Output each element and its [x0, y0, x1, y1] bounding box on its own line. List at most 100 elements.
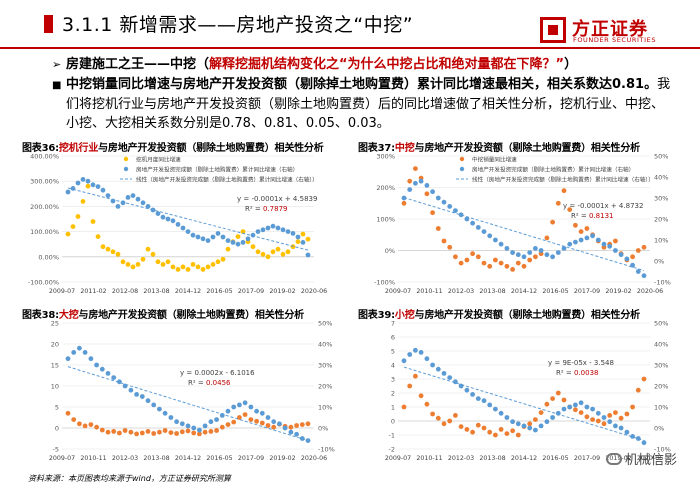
x-tick-label: 2012-03 — [448, 455, 474, 462]
data-point — [265, 225, 271, 231]
data-point — [162, 428, 168, 433]
data-point — [225, 238, 231, 243]
data-point — [424, 356, 430, 362]
r-squared-value: 0.0456 — [206, 379, 231, 387]
y2-tick-label: 20% — [318, 383, 332, 391]
watermark: 机械信影 — [606, 449, 677, 468]
data-point — [300, 240, 306, 245]
data-point — [260, 251, 266, 257]
data-point — [214, 417, 220, 422]
data-point — [493, 406, 498, 412]
data-point — [487, 429, 493, 435]
data-point — [441, 421, 447, 427]
data-point — [150, 251, 156, 257]
data-point — [613, 423, 618, 429]
data-point — [413, 180, 418, 186]
data-point — [493, 432, 498, 438]
data-point — [544, 252, 550, 258]
data-point — [618, 252, 624, 258]
data-point — [464, 427, 470, 432]
data-point — [110, 249, 116, 255]
x-tick-label: 2012-03 — [448, 288, 474, 295]
data-point — [100, 187, 106, 193]
data-point — [174, 419, 180, 425]
data-point — [151, 402, 157, 408]
legend-label: 线性（房地产开发投资完成额（剔除土地购置费）累计同比增速（右轴）） — [136, 176, 318, 184]
data-point — [521, 423, 527, 429]
data-point — [254, 418, 259, 424]
x-tick-label: 2017-09 — [238, 455, 264, 462]
data-point — [601, 415, 607, 420]
legend-label: 房地产开发投资完成额（剔除土地购置费）累计同比增速（右轴） — [472, 166, 634, 174]
chart-37: 300% 200% 100% 0% -100% 50% 40% 30% 20% 10% 0% -10%… — [358, 150, 680, 300]
data-point — [95, 184, 101, 189]
legend-marker — [123, 166, 129, 172]
data-point — [225, 408, 231, 414]
data-point — [533, 417, 538, 422]
data-point — [208, 419, 214, 425]
y2-tick-label: 50% — [654, 153, 668, 161]
y2-tick-label: 20% — [654, 383, 668, 391]
data-point — [259, 420, 265, 426]
data-point — [115, 251, 121, 257]
data-point — [435, 195, 441, 201]
data-point — [447, 418, 453, 424]
data-point — [77, 421, 82, 427]
data-point — [305, 421, 311, 427]
data-point — [197, 427, 202, 433]
data-point — [231, 419, 237, 425]
chart-svg: 300% 200% 100% 0% -100% 50% 40% 30% 20% 10% 0% -10%… — [374, 153, 671, 296]
chart-38-title-em: 大挖 — [58, 310, 79, 321]
data-point — [260, 227, 266, 233]
y-tick-label: 10 — [51, 383, 59, 391]
data-point — [65, 410, 71, 416]
data-point — [550, 219, 555, 225]
r-squared-label: R² = — [556, 369, 574, 377]
x-tick-label: 2013-08 — [479, 455, 505, 462]
x-tick-label: 2020-06 — [637, 455, 663, 462]
data-point — [641, 273, 647, 279]
bullet-2-lead: 中挖销量同比增速与房地产开发投资额（剔除掉土地购置费）累计同比增速最相关，相关系… — [66, 77, 658, 92]
data-point — [190, 232, 196, 238]
data-point — [618, 425, 624, 431]
data-point — [418, 178, 424, 184]
trend-line — [67, 366, 309, 442]
data-point — [248, 404, 254, 410]
data-point — [561, 406, 567, 412]
r-squared-value: 0.8131 — [589, 212, 614, 220]
data-point — [498, 427, 504, 432]
x-tick-label: 2016-05 — [206, 455, 232, 462]
data-point — [285, 229, 291, 234]
data-point — [245, 236, 251, 242]
arrow-bullet-icon: ➢ — [52, 58, 62, 71]
data-point — [197, 431, 202, 437]
page-title: 3.1.1 新增需求——房地产投资之“中挖” — [62, 14, 414, 36]
data-point — [71, 350, 77, 355]
data-point — [174, 431, 180, 436]
y2-tick-label: 30% — [654, 362, 668, 370]
data-point — [90, 219, 96, 224]
data-point — [88, 422, 94, 427]
data-point — [527, 421, 533, 427]
x-tick-label: 2016-05 — [542, 455, 568, 462]
data-point — [584, 226, 590, 231]
data-point — [214, 428, 220, 433]
data-point — [168, 430, 174, 435]
chart-38-title: 图表38:大挖与房地产开发投资额（剔除土地购置费）相关性分析 — [22, 306, 304, 321]
data-point — [105, 429, 111, 435]
x-tick-label: 2019-02 — [269, 288, 295, 295]
data-point — [515, 252, 521, 258]
data-point — [265, 423, 271, 428]
y2-tick-label: 20% — [654, 216, 668, 224]
data-point — [613, 248, 618, 253]
x-tick-label: 2010-11 — [80, 455, 106, 462]
trend-equation: y = 9E-05x - 3.548 — [548, 359, 614, 367]
y-tick-label: 7 — [391, 320, 395, 328]
data-point — [441, 199, 447, 205]
data-point — [435, 415, 441, 421]
data-point — [567, 404, 573, 410]
data-point — [453, 208, 458, 213]
data-point — [498, 260, 504, 266]
y-tick-label: 300.00% — [30, 178, 59, 186]
data-point — [295, 239, 301, 245]
